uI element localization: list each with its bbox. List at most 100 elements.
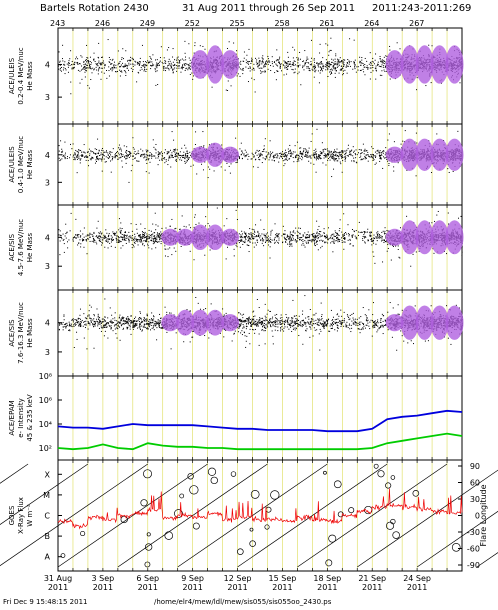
scatter-point <box>316 155 318 157</box>
scatter-point <box>74 159 76 161</box>
scatter-point <box>339 152 341 154</box>
scatter-point <box>188 64 190 66</box>
scatter-point <box>330 37 332 39</box>
scatter-point <box>83 65 85 67</box>
scatter-point <box>125 237 127 239</box>
scatter-point <box>178 61 180 63</box>
scatter-point <box>355 157 357 159</box>
scatter-point <box>172 61 174 63</box>
scatter-point <box>175 155 177 157</box>
scatter-point <box>109 61 111 63</box>
scatter-point <box>73 63 75 65</box>
scatter-point <box>251 57 253 59</box>
scatter-point <box>380 153 382 155</box>
scatter-point <box>213 170 215 172</box>
scatter-point <box>89 240 91 242</box>
scatter-point <box>111 67 113 69</box>
scatter-point <box>157 151 159 153</box>
scatter-point <box>169 149 171 151</box>
scatter-point <box>159 237 161 239</box>
dense-region <box>385 50 404 79</box>
scatter-point <box>366 60 368 62</box>
scatter-point <box>83 66 85 68</box>
scatter-point <box>262 58 264 60</box>
scatter-point <box>109 160 111 162</box>
scatter-point <box>100 64 102 66</box>
scatter-point <box>342 160 344 162</box>
scatter-point <box>137 160 139 162</box>
scatter-point <box>181 65 183 67</box>
scatter-point <box>89 236 91 238</box>
scatter-point <box>155 224 157 226</box>
scatter-point <box>236 161 238 163</box>
scatter-point <box>93 59 95 61</box>
y-axis-label: He Mass <box>26 61 34 91</box>
scatter-point <box>447 168 449 170</box>
scatter-point <box>94 68 96 70</box>
scatter-point <box>157 154 159 156</box>
scatter-point <box>154 148 156 150</box>
scatter-point <box>139 61 141 63</box>
scatter-point <box>247 61 249 63</box>
scatter-point <box>353 157 355 159</box>
y-axis-label: ACE/ULEIS <box>8 146 16 183</box>
scatter-point <box>276 153 278 155</box>
scatter-point <box>302 157 304 159</box>
scatter-point <box>342 156 344 158</box>
scatter-point <box>187 157 189 159</box>
scatter-point <box>95 241 97 243</box>
scatter-point <box>294 68 296 70</box>
scatter-point <box>328 158 330 160</box>
scatter-point <box>80 243 82 245</box>
scatter-point <box>88 63 90 65</box>
scatter-point <box>301 152 303 154</box>
scatter-point <box>87 60 89 62</box>
scatter-point <box>260 67 262 69</box>
scatter-point <box>235 162 237 164</box>
scatter-point <box>81 155 83 157</box>
scatter-point <box>282 157 284 159</box>
scatter-point <box>280 152 282 154</box>
scatter-point <box>126 157 128 159</box>
scatter-point <box>374 163 376 165</box>
scatter-point <box>379 160 381 162</box>
scatter-point <box>142 65 144 67</box>
scatter-point <box>361 158 363 160</box>
scatter-point <box>165 160 167 162</box>
scatter-point <box>183 156 185 158</box>
scatter-point <box>107 240 109 242</box>
scatter-point <box>128 150 130 152</box>
scatter-point <box>320 61 322 63</box>
scatter-point <box>244 156 246 158</box>
scatter-point <box>189 62 191 64</box>
scatter-point <box>190 156 192 158</box>
scatter-point <box>242 152 244 154</box>
scatter-point <box>156 59 158 61</box>
scatter-point <box>309 156 311 158</box>
scatter-point <box>336 58 338 60</box>
scatter-point <box>188 65 190 67</box>
scatter-point <box>336 155 338 157</box>
scatter-point <box>83 227 85 229</box>
scatter-point <box>334 69 336 71</box>
scatter-point <box>236 160 238 162</box>
scatter-point <box>144 237 146 239</box>
scatter-point <box>145 240 147 242</box>
scatter-point <box>377 64 379 66</box>
scatter-point <box>309 68 311 70</box>
scatter-point <box>321 67 323 69</box>
scatter-point <box>286 159 288 161</box>
scatter-point <box>138 239 140 241</box>
scatter-point <box>331 156 333 158</box>
scatter-point <box>373 63 375 65</box>
scatter-point <box>128 181 130 183</box>
scatter-point <box>169 60 171 62</box>
scatter-point <box>176 57 178 59</box>
scatter-point <box>273 61 275 63</box>
scatter-point <box>109 242 111 244</box>
scatter-point <box>119 239 121 241</box>
scatter-point <box>96 237 98 239</box>
scatter-point <box>184 70 186 72</box>
scatter-point <box>344 153 346 155</box>
scatter-point <box>345 152 347 154</box>
